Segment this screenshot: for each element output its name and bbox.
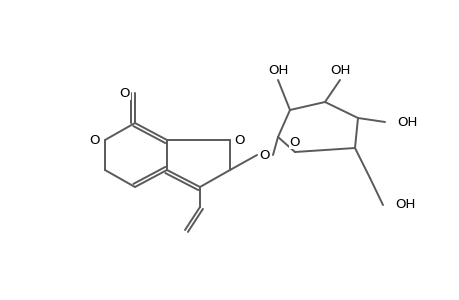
Text: O: O	[90, 134, 100, 146]
Text: OH: OH	[267, 64, 287, 76]
Text: OH: OH	[329, 64, 349, 76]
Text: OH: OH	[394, 199, 414, 212]
Text: O: O	[234, 134, 245, 146]
Text: OH: OH	[396, 116, 416, 128]
Text: O: O	[289, 136, 300, 148]
Text: O: O	[259, 148, 270, 161]
Text: O: O	[119, 86, 130, 100]
